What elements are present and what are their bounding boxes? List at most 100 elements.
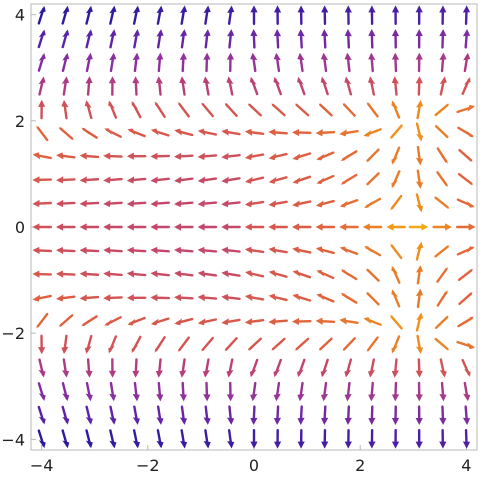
field-arrow: [339, 317, 359, 325]
arrow-head: [416, 312, 424, 321]
field-arrow: [38, 334, 46, 355]
field-arrow: [85, 76, 93, 96]
arrow-head: [439, 417, 447, 425]
field-arrow: [38, 76, 46, 96]
arrow-head: [79, 223, 87, 231]
field-arrow: [200, 336, 214, 353]
arrow-head: [342, 344, 350, 352]
arrow-head: [61, 99, 69, 108]
field-arrow: [126, 246, 147, 255]
arrow-head: [221, 293, 229, 302]
field-arrow: [320, 76, 329, 96]
arrow-head: [391, 394, 400, 402]
field-arrow: [368, 5, 376, 26]
arrow-head: [462, 29, 471, 37]
field-arrow: [108, 335, 118, 354]
field-arrow: [245, 270, 265, 278]
arrow-head: [56, 294, 64, 302]
arrow-head: [227, 5, 235, 13]
field-arrow: [415, 193, 424, 213]
arrow-head: [462, 417, 471, 425]
field-arrow: [203, 5, 211, 25]
field-arrow: [457, 316, 475, 328]
arrow-head: [132, 5, 140, 14]
field-arrow: [226, 52, 235, 73]
field-arrow: [150, 152, 171, 160]
y-tick-label: 2: [15, 112, 25, 131]
field-arrow: [32, 199, 53, 208]
arrow-head: [270, 343, 279, 352]
field-arrow: [221, 270, 241, 278]
field-arrow: [127, 316, 146, 326]
arrow-head: [38, 29, 46, 38]
field-arrow: [226, 358, 234, 378]
field-arrow: [126, 199, 147, 208]
arrow-head: [85, 76, 93, 84]
arrow-head: [439, 441, 447, 449]
arrow-head: [467, 342, 476, 350]
arrow-head: [226, 52, 235, 60]
arrow-head: [466, 130, 475, 138]
field-arrow: [292, 246, 312, 254]
arrow-head: [132, 52, 140, 61]
field-arrow: [132, 405, 140, 425]
field-arrow: [316, 174, 335, 184]
field-arrow: [109, 381, 117, 402]
arrow-head: [85, 440, 93, 449]
arrow-head: [297, 417, 305, 425]
arrow-head: [62, 416, 70, 425]
field-arrow: [273, 405, 282, 425]
arrow-head: [365, 267, 373, 276]
field-arrow: [221, 223, 241, 231]
field-arrow: [365, 172, 380, 187]
arrow-head: [56, 199, 64, 208]
field-arrow: [180, 5, 188, 25]
field-arrow: [61, 5, 70, 25]
arrow-head: [132, 29, 140, 37]
field-arrow: [294, 102, 310, 117]
arrow-head: [179, 29, 188, 37]
arrow-head: [339, 223, 347, 231]
arrow-head: [226, 370, 234, 378]
field-arrow: [56, 176, 76, 184]
x-tick-label: −2: [136, 456, 160, 475]
arrow-head: [321, 29, 329, 37]
arrow-head: [247, 102, 255, 111]
field-arrow: [197, 128, 218, 136]
field-arrow: [439, 381, 447, 402]
field-arrow: [58, 314, 74, 328]
field-arrow: [227, 405, 235, 425]
arrow-head: [316, 177, 325, 184]
field-arrow: [456, 340, 476, 350]
field-arrow: [365, 148, 380, 163]
arrow-head: [363, 317, 372, 324]
arrow-head: [85, 393, 93, 402]
field-arrow: [177, 336, 190, 353]
field-arrow: [366, 101, 379, 118]
arrow-head: [439, 52, 447, 60]
arrow-shaft: [366, 148, 380, 162]
field-arrow: [363, 197, 382, 208]
arrow-head: [315, 317, 323, 325]
field-arrow: [203, 52, 211, 73]
arrow-head: [62, 440, 70, 449]
field-arrow: [344, 76, 353, 96]
field-arrow: [108, 358, 117, 378]
arrow-head: [103, 294, 111, 302]
field-arrow: [368, 52, 376, 73]
arrow-head: [415, 5, 423, 13]
arrow-head: [466, 316, 475, 324]
arrow-head: [203, 52, 211, 60]
field-arrow: [434, 125, 450, 139]
field-arrow: [415, 122, 424, 142]
arrow-head: [463, 393, 471, 402]
field-arrow: [85, 29, 93, 49]
arrow-head: [320, 369, 328, 378]
field-arrow: [389, 124, 403, 140]
arrow-head: [440, 156, 448, 164]
field-arrow: [150, 223, 171, 231]
arrow-head: [340, 154, 349, 161]
arrow-head: [273, 76, 281, 85]
arrow-head: [391, 370, 399, 378]
